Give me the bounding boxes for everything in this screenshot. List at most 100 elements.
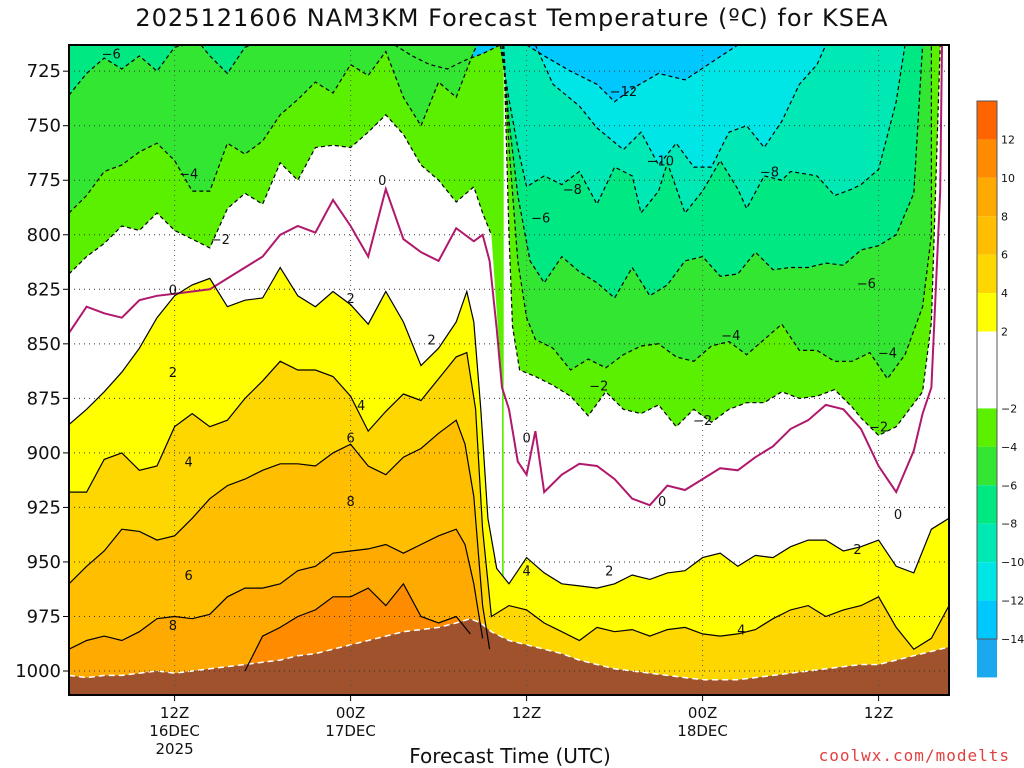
colorbar-swatch bbox=[977, 139, 997, 178]
contours bbox=[69, 45, 949, 672]
contour-line--4 bbox=[503, 45, 933, 380]
colorbar-label: 6 bbox=[1001, 249, 1008, 262]
x-axis-label: Forecast Time (UTC) bbox=[409, 744, 611, 768]
contour-line-6 bbox=[69, 419, 491, 650]
contour-label: 8 bbox=[346, 495, 354, 510]
colorbar-label: −12 bbox=[1001, 595, 1024, 608]
colorbar: 12 10 8 6 4 2 −2 −4 −6 −8 −10 −12 −14 bbox=[976, 100, 1024, 678]
contour-label: −12 bbox=[610, 85, 637, 100]
colorbar-swatch bbox=[977, 254, 997, 294]
colorbar-swatch bbox=[977, 639, 997, 678]
contour-label: −6 bbox=[102, 48, 121, 63]
y-tick-label: 925 bbox=[27, 497, 61, 518]
colorbar-swatch bbox=[977, 600, 997, 639]
colorbar-label: 4 bbox=[1001, 287, 1008, 300]
x-tick-label: 17DEC bbox=[325, 722, 376, 740]
contour-label: 0 bbox=[658, 495, 666, 510]
contour-label: −8 bbox=[760, 166, 779, 181]
y-tick-label: 975 bbox=[27, 606, 61, 627]
colorbar-swatch bbox=[977, 331, 997, 409]
contour-label: 0 bbox=[894, 508, 902, 523]
colorbar-label: 10 bbox=[1001, 172, 1015, 185]
contour-line--6 bbox=[200, 45, 253, 75]
fill-region bbox=[503, 45, 949, 695]
chart-title: 2025121606 NAM3KM Forecast Temperature (… bbox=[135, 4, 889, 32]
y-axis: 725 750 775 800 825 850 875 900 925 950 975 1000 bbox=[15, 61, 69, 682]
colorbar-label: 2 bbox=[1001, 326, 1008, 339]
contour-label: −10 bbox=[647, 155, 674, 170]
x-tick-label: 12Z bbox=[512, 704, 541, 722]
colorbar-frame bbox=[976, 100, 998, 640]
x-tick-label: 18DEC bbox=[677, 722, 728, 740]
contour-label: 2 bbox=[427, 333, 435, 348]
fill-region bbox=[201, 45, 252, 74]
y-tick-label: 800 bbox=[27, 225, 61, 246]
contour-label: −2 bbox=[211, 233, 230, 248]
contour-label: 2 bbox=[853, 543, 861, 558]
contour-line--2 bbox=[69, 113, 492, 275]
contour-line--10 bbox=[534, 45, 827, 168]
contour-label: 4 bbox=[357, 399, 365, 414]
contour-label: 0 bbox=[169, 283, 177, 298]
contour-line-0 bbox=[69, 45, 943, 507]
contour-line--4 bbox=[69, 45, 478, 214]
contour-label: 2 bbox=[346, 292, 354, 307]
contour-label: −2 bbox=[693, 414, 712, 429]
contour-label: 0 bbox=[522, 432, 530, 447]
y-tick-label: 775 bbox=[27, 170, 61, 191]
colorbar-label: 12 bbox=[1001, 133, 1015, 146]
contour-label: −4 bbox=[878, 347, 897, 362]
y-tick-label: 750 bbox=[27, 116, 61, 137]
colorbar-swatch bbox=[977, 216, 997, 255]
fill-region bbox=[69, 45, 478, 213]
y-tick-label: 725 bbox=[27, 61, 61, 82]
contour-label: 4 bbox=[737, 624, 745, 639]
colorbar-label: −10 bbox=[1001, 556, 1024, 569]
y-tick-label: 1000 bbox=[15, 661, 61, 682]
contour-label: 6 bbox=[185, 569, 193, 584]
contour-line--12 bbox=[526, 45, 739, 103]
contour-label: 2 bbox=[605, 565, 613, 580]
contour-line--6 bbox=[69, 45, 186, 96]
contour-label: −2 bbox=[869, 421, 888, 436]
contour-label: −6 bbox=[531, 211, 550, 226]
x-tick-label: 16DEC bbox=[149, 722, 200, 740]
contour-label: 8 bbox=[169, 619, 177, 634]
colorbar-label: 8 bbox=[1001, 210, 1008, 223]
y-tick-label: 950 bbox=[27, 552, 61, 573]
y-tick-label: 900 bbox=[27, 443, 61, 464]
y-tick-label: 875 bbox=[27, 388, 61, 409]
y-tick-label: 850 bbox=[27, 334, 61, 355]
contour-line-2 bbox=[69, 266, 949, 589]
contour-line-10 bbox=[244, 582, 471, 672]
colorbar-swatch bbox=[977, 177, 997, 217]
colorbar-swatch bbox=[977, 293, 997, 332]
ground-layer bbox=[69, 617, 949, 695]
fill-region bbox=[526, 45, 738, 102]
plot-frame bbox=[68, 44, 950, 696]
contour-label: −2 bbox=[589, 379, 608, 394]
contour-label: 4 bbox=[185, 456, 193, 471]
colorbar-label: −2 bbox=[1001, 402, 1017, 415]
contour-label: −8 bbox=[563, 183, 582, 198]
contour-labels: −6 −4 −2 0 0 2 2 2 4 4 6 6 8 8 −12 −10 −8 −8 −6 −6 −4 −4 −2 −2 −… bbox=[102, 48, 902, 639]
contour-label: 2 bbox=[169, 366, 177, 381]
ground-surface bbox=[69, 618, 949, 695]
x-tick-label: 2025 bbox=[156, 740, 194, 758]
colorbar-swatch bbox=[977, 485, 997, 524]
colorbar-label: −4 bbox=[1001, 441, 1017, 454]
colorbar-swatch bbox=[977, 101, 997, 140]
source-credit: coolwx.com/modelts bbox=[818, 746, 1010, 765]
contour-label: −4 bbox=[721, 329, 740, 344]
x-tick-label: 12Z bbox=[160, 704, 189, 722]
contour-line--2 bbox=[503, 45, 941, 437]
colorbar-label: −8 bbox=[1001, 518, 1017, 531]
contour-label: −4 bbox=[179, 168, 198, 183]
colorbar-swatch bbox=[977, 562, 997, 601]
contour-label: 0 bbox=[378, 174, 386, 189]
contour-label: 4 bbox=[522, 565, 530, 580]
y-tick-label: 825 bbox=[27, 279, 61, 300]
contour-label: −6 bbox=[857, 277, 876, 292]
fill-region bbox=[69, 45, 186, 96]
